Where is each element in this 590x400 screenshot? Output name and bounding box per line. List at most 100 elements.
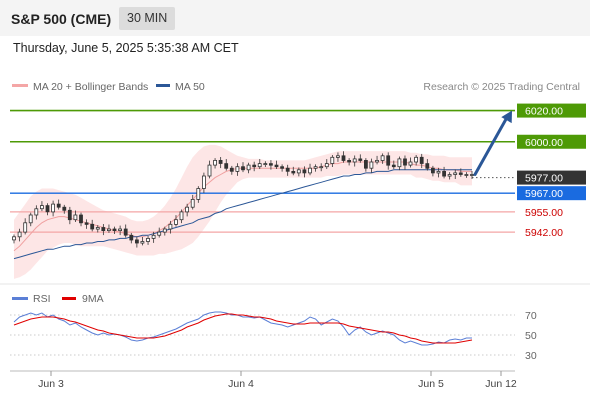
- candle: [23, 222, 28, 233]
- candle: [358, 158, 363, 161]
- candle: [157, 231, 162, 236]
- candle: [12, 236, 16, 241]
- candle: [179, 211, 184, 221]
- candle: [319, 166, 324, 169]
- candle: [207, 164, 212, 177]
- resistance-level-tag: [517, 134, 586, 149]
- candle: [79, 214, 83, 224]
- candle: [291, 170, 296, 174]
- candle: [140, 241, 145, 244]
- candle: [347, 159, 352, 163]
- candle: [436, 170, 441, 174]
- candle: [447, 174, 452, 177]
- candle: [397, 158, 402, 168]
- resistance-level-label: 6020.00: [525, 106, 563, 118]
- ma20-legend-label: MA 20 + Bollinger Bands: [33, 81, 148, 93]
- candle: [430, 167, 435, 174]
- candle: [235, 166, 240, 172]
- candle: [107, 228, 111, 232]
- x-tick-label: Jun 12: [485, 378, 517, 390]
- candle: [470, 174, 474, 176]
- candle: [146, 237, 150, 242]
- candle: [419, 156, 424, 164]
- x-tick-label: Jun 3: [38, 378, 64, 390]
- last-level-label: 5977.00: [525, 173, 563, 185]
- candle: [51, 203, 55, 213]
- candle: [40, 205, 44, 210]
- candle: [218, 159, 223, 164]
- candle: [246, 164, 251, 171]
- candle: [425, 163, 430, 169]
- research-credit: Research © 2025 Trading Central: [423, 81, 580, 93]
- bollinger-band: [14, 144, 472, 279]
- support-level-label: 5955.00: [525, 207, 563, 219]
- last-level-tag: [517, 170, 586, 185]
- candle: [391, 164, 396, 168]
- ma50-legend-label: MA 50: [175, 81, 205, 93]
- rsi-legend-swatch: [12, 297, 28, 300]
- candle: [95, 227, 100, 230]
- projection-arrow-head: [501, 110, 512, 124]
- candle: [168, 223, 173, 230]
- ma50-legend-swatch: [156, 84, 170, 87]
- candle: [84, 222, 89, 225]
- candle: [335, 155, 340, 158]
- candle: [112, 228, 117, 232]
- rsi-line: [13, 311, 472, 346]
- candle: [257, 163, 262, 168]
- candle: [252, 164, 257, 168]
- candle: [464, 174, 469, 176]
- candle: [363, 159, 368, 169]
- candle: [308, 167, 312, 174]
- candle: [229, 167, 234, 172]
- header-bar: S&P 500 (CME) 30 MIN: [0, 0, 590, 36]
- candle: [453, 172, 458, 175]
- candle: [330, 156, 335, 164]
- x-axis: Jun 3 Jun 4 Jun 5 Jun 12: [38, 371, 517, 390]
- candle: [458, 172, 463, 175]
- instrument-title: S&P 500 (CME): [11, 11, 112, 27]
- rsi-tick-label: 30: [525, 350, 537, 362]
- rsi-legend-label: RSI: [33, 293, 51, 305]
- candle: [324, 163, 329, 168]
- candle: [162, 228, 167, 233]
- candle: [386, 155, 391, 166]
- candle: [123, 228, 128, 236]
- candle: [67, 209, 72, 221]
- projection-arrow-shaft: [473, 114, 510, 176]
- pivot-level-tag: [517, 186, 586, 201]
- x-tick-label: Jun 5: [418, 378, 444, 390]
- ma20-legend-swatch: [12, 84, 28, 87]
- candle: [190, 198, 195, 208]
- candle: [62, 206, 67, 211]
- candle: [296, 169, 301, 174]
- candle: [56, 203, 61, 208]
- candle: [196, 188, 201, 200]
- candle: [369, 161, 374, 169]
- candle: [302, 169, 307, 174]
- candle: [224, 163, 229, 169]
- resistance-level-label: 6000.00: [525, 137, 563, 149]
- report-datetime: Thursday, June 5, 2025 5:35:38 AM CET: [13, 41, 239, 55]
- candle: [45, 205, 50, 213]
- rsi-ma-legend-swatch: [62, 297, 76, 300]
- timeframe-button[interactable]: 30 MIN: [119, 7, 176, 30]
- candle: [380, 155, 385, 161]
- candle: [90, 223, 95, 230]
- candle: [73, 214, 78, 221]
- candle: [34, 208, 39, 216]
- candle: [213, 159, 218, 166]
- candle: [17, 231, 22, 238]
- rsi-ma-line: [13, 313, 473, 344]
- price-panel: 6020.00 6000.00 5977.00 5967.00 5955.00 5942.…: [10, 103, 586, 279]
- candle: [408, 161, 413, 166]
- candle: [280, 166, 285, 169]
- candle: [313, 166, 318, 169]
- candle: [274, 164, 279, 168]
- rsi-tick-label: 70: [525, 310, 537, 322]
- candle: [352, 158, 357, 163]
- candle: [375, 159, 379, 163]
- candle: [414, 156, 419, 163]
- candle: [285, 167, 290, 172]
